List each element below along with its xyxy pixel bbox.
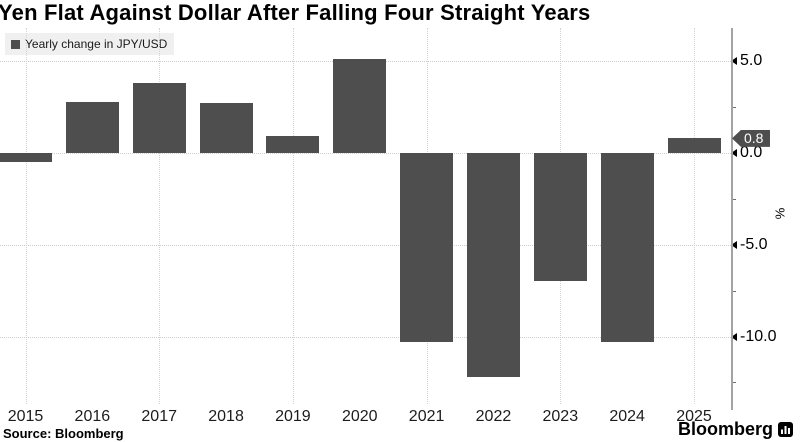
gridline-vertical-2015 bbox=[25, 28, 27, 404]
x-axis-label-2022: 2022 bbox=[475, 408, 512, 425]
legend-swatch-icon bbox=[11, 39, 20, 49]
gridline-horizontal-0 bbox=[0, 153, 731, 154]
gridline-horizontal--10 bbox=[0, 336, 731, 338]
x-axis-label-2024: 2024 bbox=[609, 408, 645, 425]
gridline-vertical-2025 bbox=[694, 28, 695, 404]
chart-title: Yen Flat Against Dollar After Falling Fo… bbox=[0, 0, 591, 25]
gridline-vertical-2019 bbox=[292, 28, 294, 404]
x-axis-label-2017: 2017 bbox=[141, 408, 177, 425]
bar-2019 bbox=[266, 136, 320, 153]
current-value-badge: 0.8 bbox=[732, 129, 771, 147]
bloomberg-brand-label: Bloomberg bbox=[677, 419, 773, 439]
bar-2021 bbox=[400, 153, 454, 342]
x-axis-label-2023: 2023 bbox=[542, 408, 579, 425]
y-axis-minor-tick--7.5 bbox=[731, 290, 736, 292]
gridline-vertical-2017 bbox=[159, 28, 161, 404]
chart-legend: Yearly change in JPY/USD bbox=[5, 33, 175, 55]
source-attribution: Source: Bloomberg bbox=[3, 426, 124, 441]
bar-2024 bbox=[600, 153, 654, 342]
bar-2016 bbox=[65, 101, 119, 153]
y-axis-tick-label-5: 5.0 bbox=[740, 52, 763, 70]
x-axis-label-2018: 2018 bbox=[208, 408, 244, 425]
y-axis-minor-tick--12.5 bbox=[731, 382, 736, 384]
y-axis-line bbox=[731, 28, 733, 410]
x-axis-label-2019: 2019 bbox=[275, 408, 311, 425]
x-axis-label-2020: 2020 bbox=[341, 408, 378, 425]
bar-2020 bbox=[333, 59, 387, 153]
bar-2015 bbox=[0, 153, 52, 163]
y-axis-unit-label: % bbox=[772, 207, 788, 220]
y-axis-major-tick--5 bbox=[731, 240, 737, 249]
x-axis-label-2015: 2015 bbox=[7, 408, 44, 425]
y-axis-tick-label--5: -5.0 bbox=[740, 235, 768, 253]
bloomberg-brand: Bloomberg bbox=[678, 419, 793, 440]
bloomberg-logo-icon bbox=[778, 422, 793, 437]
y-axis-minor-tick--2.5 bbox=[731, 198, 736, 200]
y-axis-minor-tick-2.5 bbox=[731, 107, 736, 109]
gridline-horizontal--5 bbox=[0, 244, 731, 246]
bar-2017 bbox=[132, 83, 186, 153]
y-axis-tick-label-0: 0.0 bbox=[740, 144, 763, 161]
bar-2025 bbox=[667, 138, 721, 153]
y-axis-major-tick-5 bbox=[731, 57, 737, 66]
legend-label: Yearly change in JPY/USD bbox=[25, 37, 168, 51]
y-axis-major-tick--10 bbox=[731, 332, 737, 341]
x-axis-label-2016: 2016 bbox=[74, 408, 111, 425]
x-axis-label-2025: 2025 bbox=[676, 408, 712, 425]
x-axis-label-2021: 2021 bbox=[408, 408, 445, 425]
bar-2018 bbox=[199, 103, 253, 153]
y-axis-major-tick-0 bbox=[731, 149, 737, 157]
bar-2022 bbox=[466, 153, 520, 377]
bar-2023 bbox=[533, 153, 587, 282]
y-axis-tick-label--10: -10.0 bbox=[740, 327, 777, 345]
